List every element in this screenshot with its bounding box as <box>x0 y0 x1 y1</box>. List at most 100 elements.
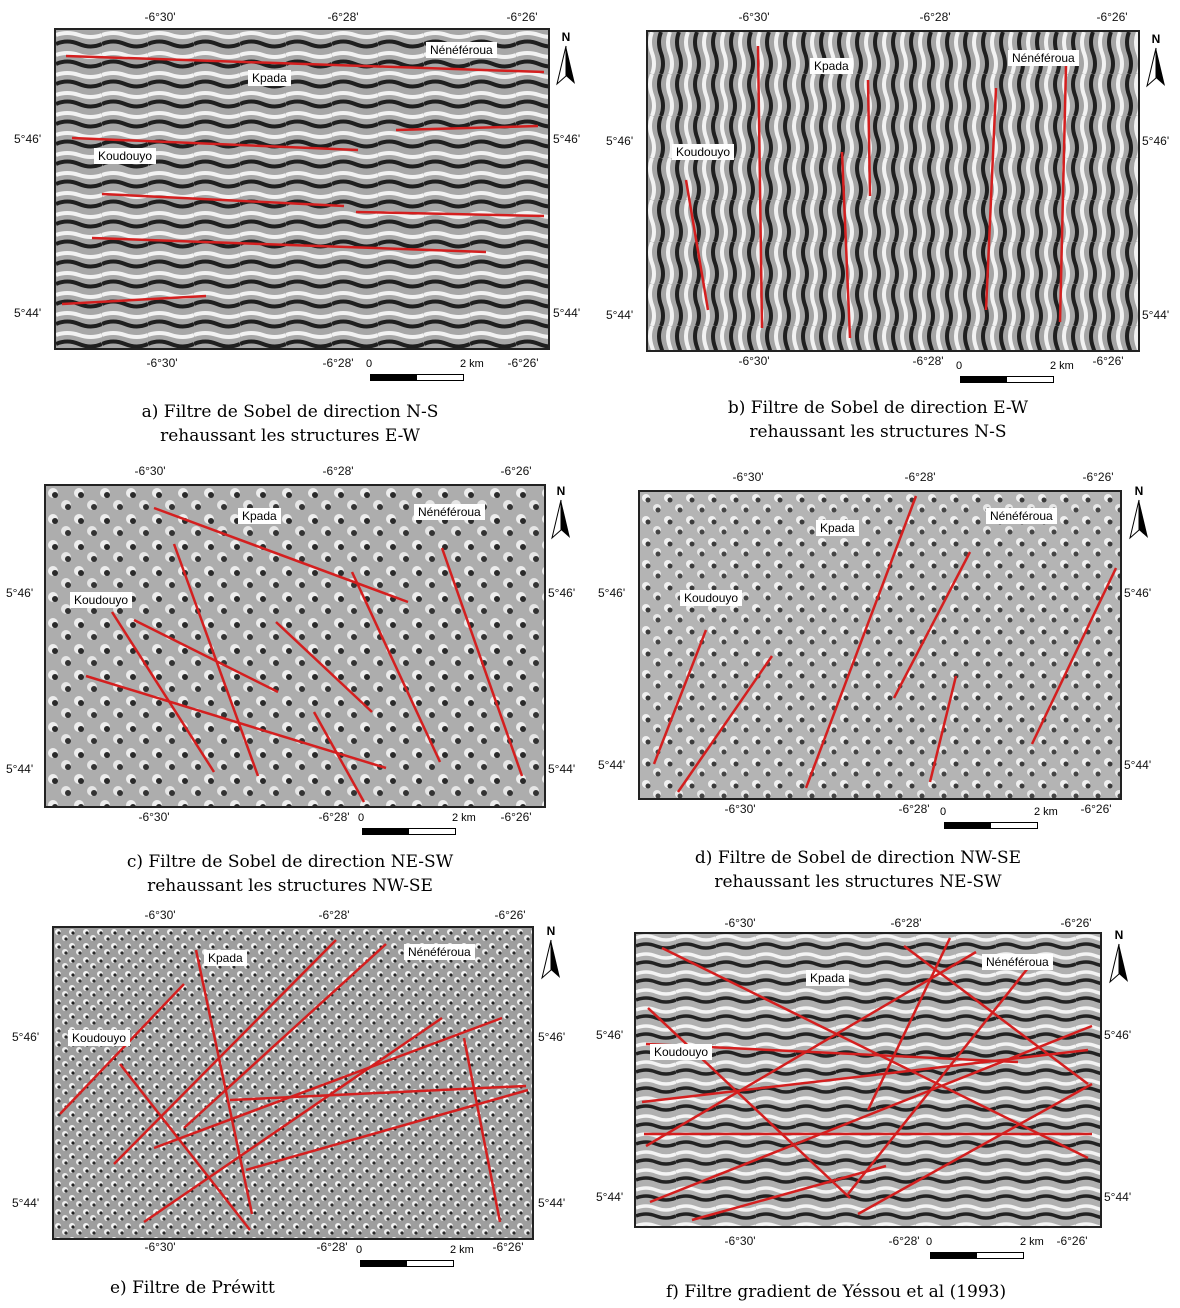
lat-tick-left-north: 5°46' <box>12 1030 40 1044</box>
lat-tick-left-south: 5°44' <box>598 758 626 772</box>
lat-tick-left-north: 5°46' <box>606 134 634 148</box>
lat-tick-right-south: 5°44' <box>1124 758 1152 772</box>
place-koudouyo: Koudouyo <box>94 148 157 164</box>
lon-tick-top-west: -6°30' <box>732 470 764 484</box>
lineaments-e <box>59 939 529 1231</box>
lineaments-d <box>652 495 1118 793</box>
lon-tick-top-east: -6°26' <box>1060 916 1092 930</box>
lat-tick-left-north: 5°46' <box>6 586 34 600</box>
place-nenefteroua: Nénéféroua <box>426 42 497 58</box>
map-d: Kpada Nénéféroua Koudouyo <box>638 490 1122 800</box>
place-kpada: Kpada <box>816 520 859 536</box>
lat-tick-left-south: 5°44' <box>6 762 34 776</box>
lat-tick-right-south: 5°44' <box>553 306 581 320</box>
caption-c: c) Filtre de Sobel de direction NE-SW reh… <box>126 852 454 896</box>
place-koudouyo: Koudouyo <box>672 144 735 160</box>
north-arrow-icon <box>1109 943 1128 984</box>
north-arrow: N <box>1108 928 1130 988</box>
lon-tick-bottom-east: -6°26' <box>1092 354 1124 368</box>
scale-bar: 0 2 km <box>926 1236 1056 1264</box>
lon-tick-bottom-east: -6°26' <box>507 356 539 370</box>
place-koudouyo: Koudouyo <box>70 592 133 608</box>
place-kpada: Kpada <box>248 70 291 86</box>
lon-tick-bottom-mid: -6°28' <box>316 1240 348 1254</box>
lon-tick-top-mid: -6°28' <box>904 470 936 484</box>
lon-tick-bottom-mid: -6°28' <box>322 356 354 370</box>
lon-tick-top-mid: -6°28' <box>919 10 951 24</box>
lon-tick-bottom-mid: -6°28' <box>888 1234 920 1248</box>
lat-tick-right-north: 5°46' <box>548 586 576 600</box>
scale-bar: 0 2 km <box>940 806 1070 834</box>
lon-tick-top-mid: -6°28' <box>890 916 922 930</box>
caption-e: e) Filtre de Préwitt <box>110 1278 275 1298</box>
lon-tick-top-east: -6°26' <box>500 464 532 478</box>
lat-tick-left-south: 5°44' <box>14 306 42 320</box>
lat-tick-right-south: 5°44' <box>538 1196 566 1210</box>
north-arrow-icon <box>551 499 570 540</box>
north-arrow: N <box>1145 32 1167 92</box>
place-koudouyo: Koudouyo <box>680 590 743 606</box>
place-kpada: Kpada <box>204 950 247 966</box>
lon-tick-top-mid: -6°28' <box>322 464 354 478</box>
caption-b: b) Filtre de Sobel de direction E-W rehau… <box>727 398 1029 442</box>
scale-bar: 0 2 km <box>366 358 496 386</box>
place-kpada: Kpada <box>810 58 853 74</box>
lat-tick-right-north: 5°46' <box>553 132 581 146</box>
lat-tick-left-north: 5°46' <box>598 586 626 600</box>
lat-tick-right-north: 5°46' <box>538 1030 566 1044</box>
lon-tick-bottom-east: -6°26' <box>492 1240 524 1254</box>
map-e: Kpada Nénéféroua Koudouyo <box>52 926 534 1240</box>
lon-tick-top-west: -6°30' <box>724 916 756 930</box>
place-nenefteroua: Nénéféroua <box>404 944 475 960</box>
caption-f: f) Filtre gradient de Yéssou et al (1993… <box>666 1282 1007 1302</box>
north-arrow: N <box>540 924 562 984</box>
lat-tick-left-north: 5°46' <box>14 132 42 146</box>
north-arrow: N <box>550 484 572 544</box>
lat-tick-right-north: 5°46' <box>1104 1028 1132 1042</box>
lon-tick-bottom-west: -6°30' <box>138 810 170 824</box>
caption-d: d) Filtre de Sobel de direction NW-SE reh… <box>694 848 1022 892</box>
lineaments-f <box>641 937 1093 1222</box>
lon-tick-top-east: -6°26' <box>494 908 526 922</box>
north-arrow: N <box>1128 484 1150 544</box>
lon-tick-bottom-mid: -6°28' <box>318 810 350 824</box>
lat-tick-left-south: 5°44' <box>606 308 634 322</box>
map-f: Kpada Nénéféroua Koudouyo <box>634 932 1102 1228</box>
lon-tick-top-west: -6°30' <box>144 10 176 24</box>
lat-tick-right-north: 5°46' <box>1124 586 1152 600</box>
lon-tick-bottom-mid: -6°28' <box>898 802 930 816</box>
lat-tick-left-north: 5°46' <box>596 1028 624 1042</box>
lon-tick-bottom-mid: -6°28' <box>912 354 944 368</box>
lon-tick-bottom-west: -6°30' <box>738 354 770 368</box>
lon-tick-bottom-east: -6°26' <box>500 810 532 824</box>
lon-tick-bottom-east: -6°26' <box>1056 1234 1088 1248</box>
lon-tick-top-east: -6°26' <box>1096 10 1128 24</box>
scale-bar: 0 2 km <box>956 360 1086 388</box>
lineaments-a <box>61 54 545 306</box>
scale-bar: 0 2 km <box>358 812 488 840</box>
place-koudouyo: Koudouyo <box>650 1044 713 1060</box>
lat-tick-left-south: 5°44' <box>12 1196 40 1210</box>
map-b: Kpada Nénéféroua Koudouyo <box>646 30 1140 352</box>
lat-tick-right-south: 5°44' <box>1104 1190 1132 1204</box>
place-nenefteroua: Nénéféroua <box>982 954 1053 970</box>
lon-tick-bottom-west: -6°30' <box>724 1234 756 1248</box>
lon-tick-top-mid: -6°28' <box>327 10 359 24</box>
lon-tick-bottom-west: -6°30' <box>724 802 756 816</box>
map-c: Kpada Nénéféroua Koudouyo <box>44 484 546 808</box>
lon-tick-bottom-east: -6°26' <box>1080 802 1112 816</box>
lineaments-c <box>85 506 524 803</box>
lon-tick-top-west: -6°30' <box>144 908 176 922</box>
place-koudouyo: Koudouyo <box>68 1030 131 1046</box>
lon-tick-top-west: -6°30' <box>134 464 166 478</box>
place-nenefteroua: Nénéféroua <box>1008 50 1079 66</box>
north-arrow-icon <box>556 45 575 86</box>
lon-tick-top-mid: -6°28' <box>318 908 350 922</box>
lon-tick-top-west: -6°30' <box>738 10 770 24</box>
lat-tick-left-south: 5°44' <box>596 1190 624 1204</box>
north-arrow-icon <box>1146 47 1165 88</box>
lat-tick-right-north: 5°46' <box>1142 134 1170 148</box>
place-nenefteroua: Nénéféroua <box>986 508 1057 524</box>
lineaments-b <box>684 45 1068 339</box>
lon-tick-top-east: -6°26' <box>506 10 538 24</box>
